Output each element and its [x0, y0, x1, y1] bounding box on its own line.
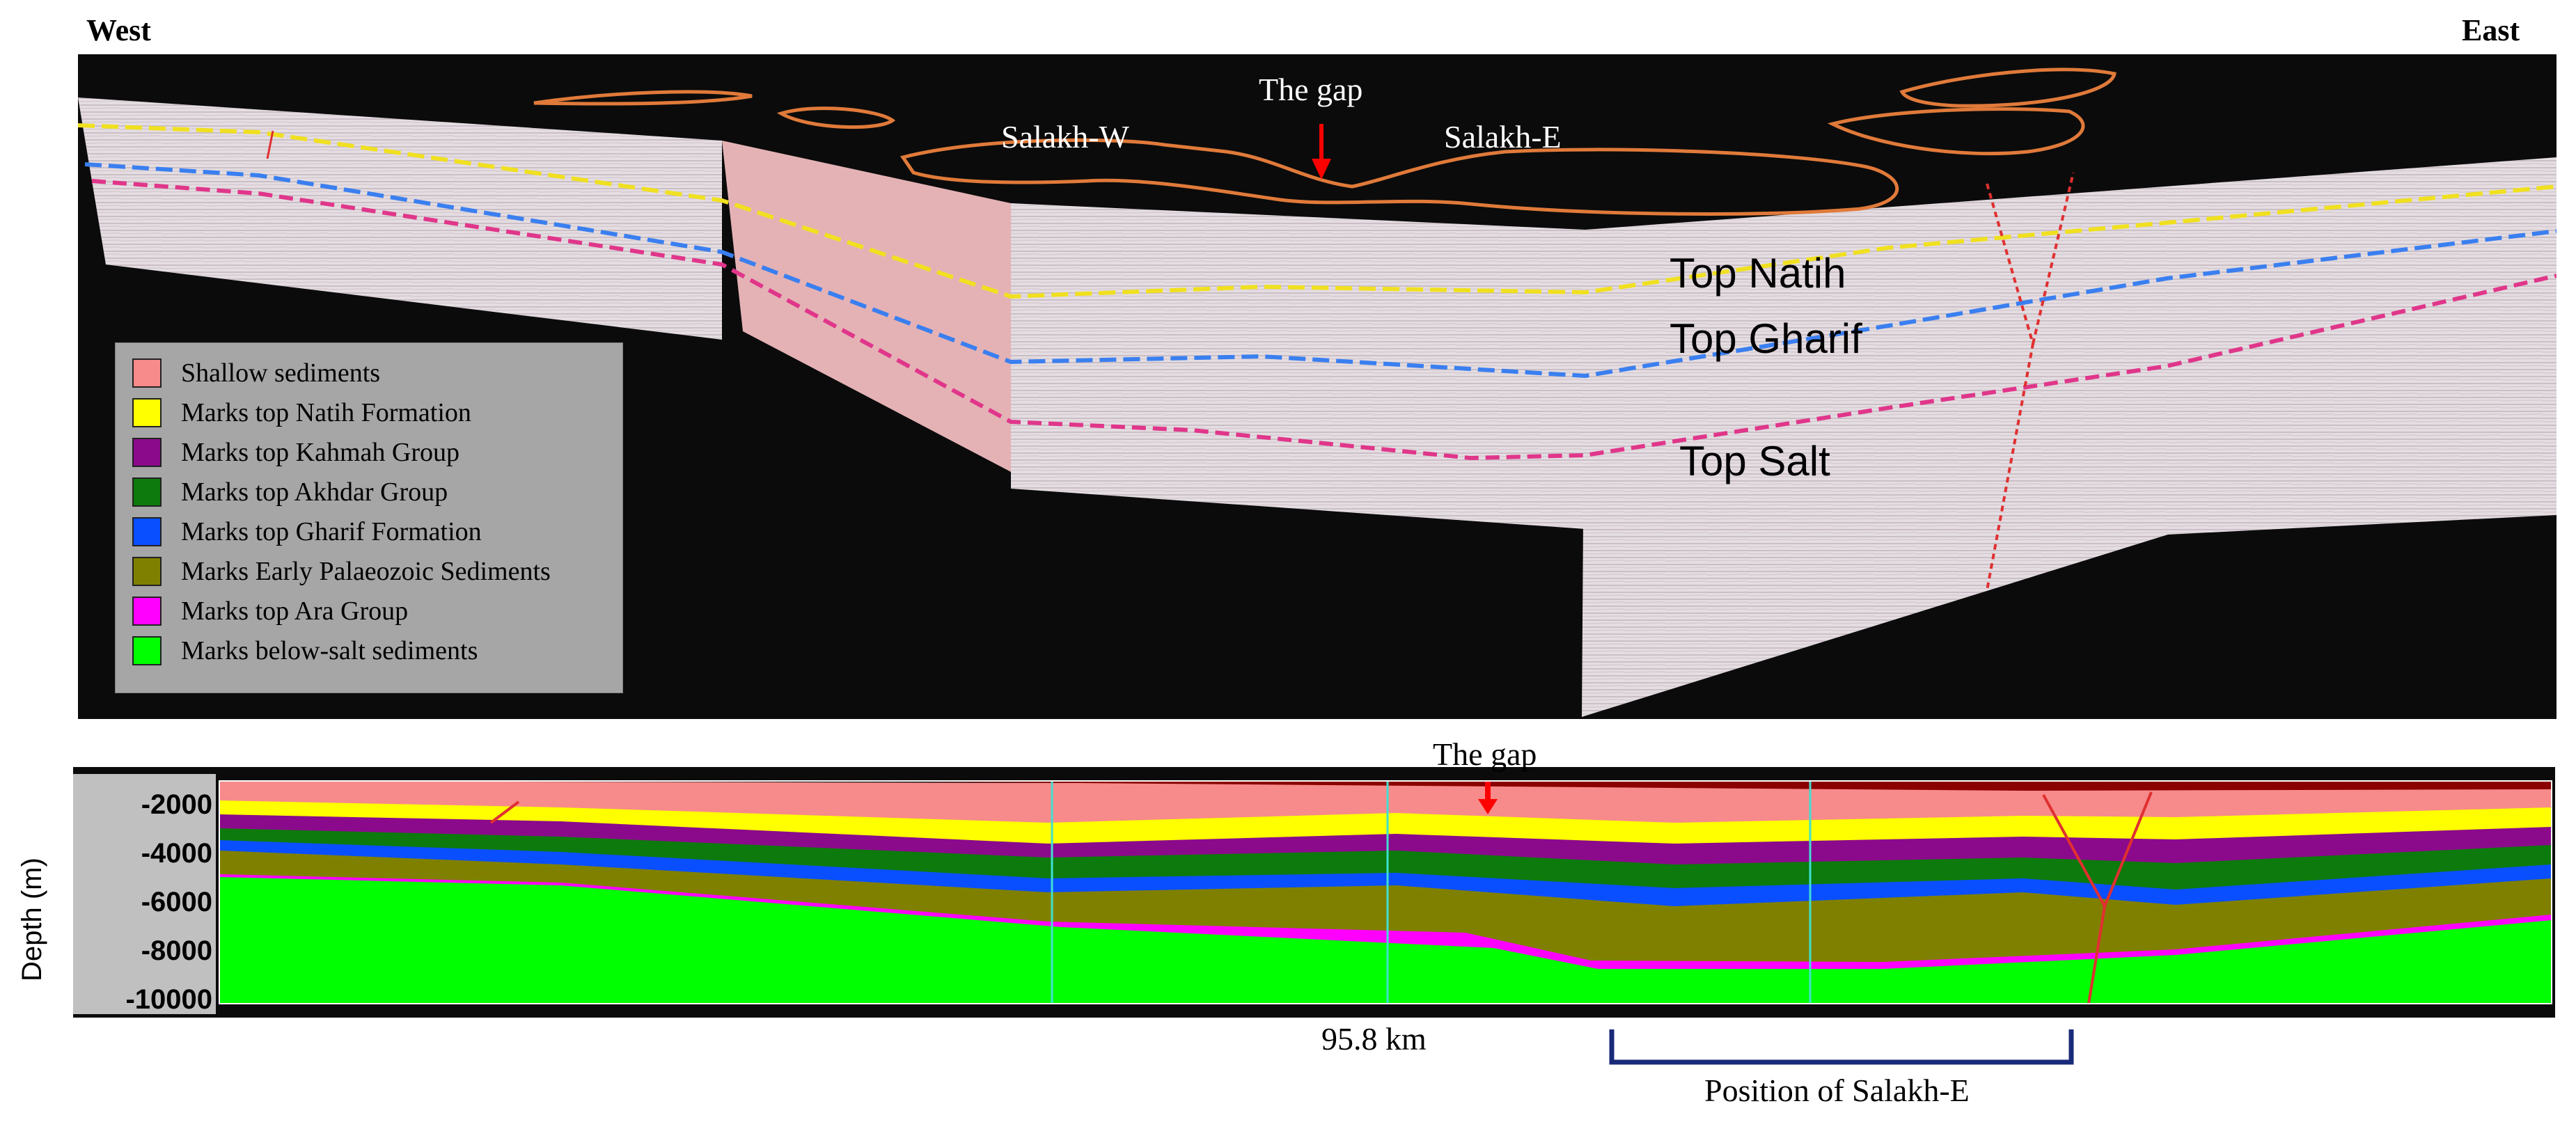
legend-label: Marks top Ara Group — [181, 596, 409, 626]
west-label: West — [86, 13, 151, 47]
fault-east-branch — [2032, 172, 2075, 345]
legend-item: Marks top Gharif Formation — [132, 514, 482, 549]
horizon-label-top-gharif: Top Gharif — [1670, 315, 1862, 362]
legend-swatch — [132, 517, 162, 546]
gap-arrowhead — [1312, 159, 1331, 180]
horizon-label-top-salt: Top Salt — [1679, 438, 1830, 484]
well-label-salakh-w: Salakh-W — [1001, 119, 1129, 155]
seismic-gap-label: The gap — [1259, 72, 1363, 107]
legend-swatch — [132, 477, 162, 507]
legend-label: Marks top Kahmah Group — [181, 438, 460, 467]
horizon-label-top-natih: Top Natih — [1670, 250, 1846, 297]
well-label-salakh-e: Salakh-E — [1444, 119, 1562, 155]
model-well-lines — [1051, 781, 1812, 1004]
legend-label: Marks Early Palaeozoic Sediments — [181, 557, 551, 586]
seismic-panel-east — [1582, 157, 2557, 717]
legend-label: Marks top Natih Formation — [181, 398, 471, 427]
model-fault — [489, 791, 2153, 1004]
legend-item: Marks top Natih Formation — [132, 395, 471, 430]
depth-tick-label: -10000 — [125, 984, 212, 1015]
legend-label: Marks top Akhdar Group — [181, 477, 448, 507]
seismic-panel-west — [78, 97, 722, 340]
salakh-e-bracket — [1609, 1029, 2074, 1065]
legend-swatch — [132, 438, 162, 467]
legend-label: Marks below-salt sediments — [181, 636, 478, 665]
surface-outlines — [533, 68, 2116, 216]
seismic-panel-middle — [1011, 203, 1585, 529]
legend-item: Marks top Akhdar Group — [132, 475, 448, 509]
legend-item: Marks top Ara Group — [132, 594, 408, 629]
legend-item: Shallow sediments — [132, 356, 380, 390]
depth-tick-label: -6000 — [141, 887, 212, 917]
depth-tick-label: -8000 — [141, 935, 212, 966]
legend-swatch — [132, 596, 162, 626]
model-layers — [219, 781, 2552, 1004]
depth-tick-label: -2000 — [141, 789, 212, 820]
depth-axis-label: Depth (m) — [17, 858, 47, 981]
legend-swatch — [132, 358, 162, 388]
depth-model — [73, 767, 2555, 1018]
horizon-salt — [91, 179, 2557, 461]
legend-item: Marks Early Palaeozoic Sediments — [132, 554, 551, 589]
legend-label: Marks top Gharif Formation — [181, 517, 482, 546]
horizon-natih — [78, 123, 2557, 299]
legend-swatch — [132, 398, 162, 427]
model-gap-label: The gap — [1433, 736, 1537, 772]
legend: Shallow sediments Marks top Natih Formati… — [115, 342, 623, 693]
model-gap-arrow — [1478, 781, 1498, 814]
legend-item: Marks top Kahmah Group — [132, 435, 460, 470]
salakh-e-position-label: Position of Salakh-E — [1704, 1073, 1970, 1108]
east-label: East — [2462, 13, 2520, 47]
legend-swatch — [132, 557, 162, 586]
depth-tick-label: -4000 — [141, 838, 212, 869]
fault-west — [266, 130, 274, 159]
distance-label: 95.8 km — [1321, 1021, 1427, 1057]
horizon-gharif — [84, 162, 2557, 379]
legend-swatch — [132, 636, 162, 665]
legend-item: Marks below-salt sediments — [132, 633, 478, 668]
legend-label: Shallow sediments — [181, 358, 381, 388]
